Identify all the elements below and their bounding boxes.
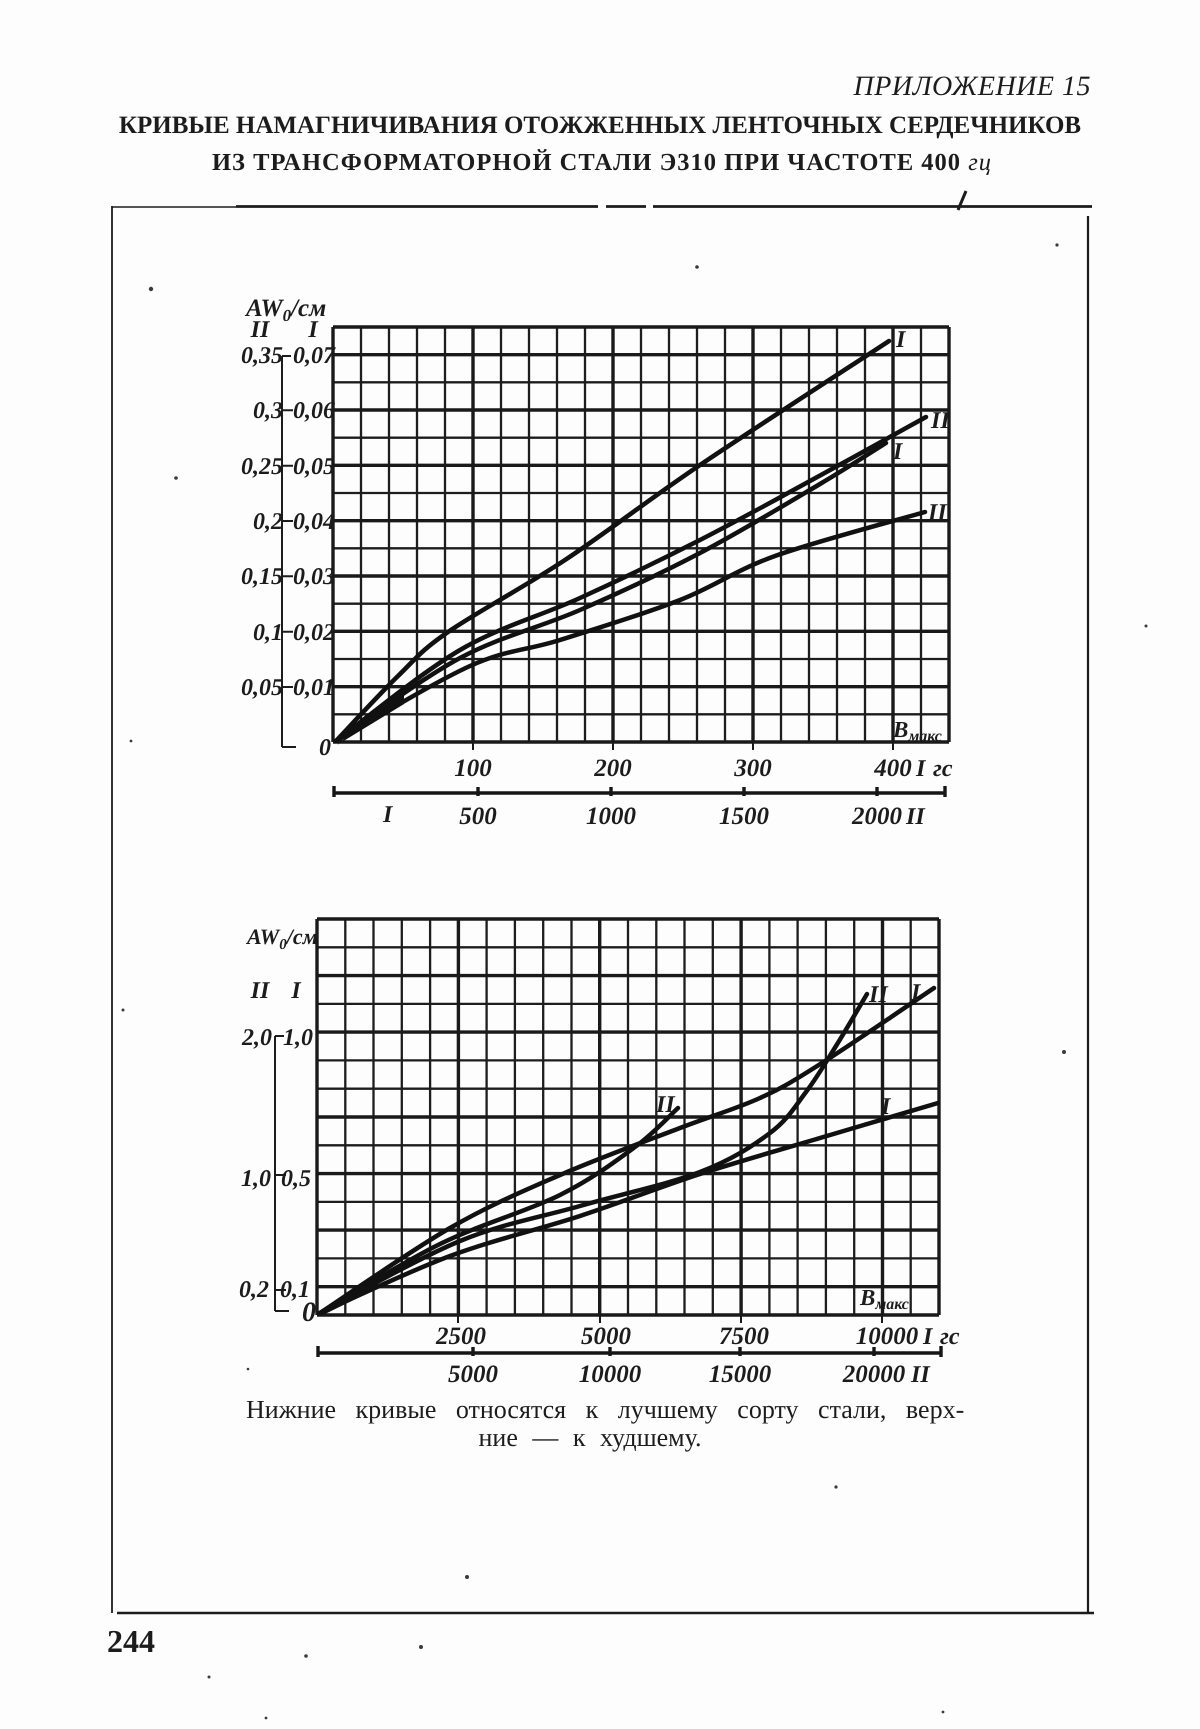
svg-text:0,06: 0,06 (293, 398, 335, 424)
svg-text:гс: гс (933, 756, 953, 782)
svg-text:I: I (880, 1094, 892, 1120)
svg-text:15000: 15000 (709, 1361, 772, 1388)
svg-text:I: I (307, 317, 319, 343)
svg-text:0,07: 0,07 (293, 343, 336, 369)
svg-text:0,1: 0,1 (253, 620, 283, 646)
svg-text:2000: 2000 (851, 803, 903, 830)
svg-text:0: 0 (319, 735, 331, 761)
svg-text:1,0: 1,0 (283, 1025, 313, 1051)
svg-text:0,15: 0,15 (241, 564, 283, 590)
svg-text:1500: 1500 (719, 803, 770, 830)
svg-text:I: I (895, 327, 907, 353)
svg-text:ПРИЛОЖЕНИЕ 15: ПРИЛОЖЕНИЕ 15 (853, 71, 1091, 102)
svg-text:1000: 1000 (586, 803, 637, 830)
svg-text:5000: 5000 (581, 1323, 632, 1350)
svg-text:ние — к худшему.: ние — к худшему. (478, 1423, 701, 1452)
svg-text:500: 500 (459, 803, 497, 830)
svg-text:300: 300 (733, 755, 772, 782)
svg-text:0: 0 (302, 1297, 316, 1328)
svg-text:0,01: 0,01 (293, 675, 335, 701)
svg-text:0,02: 0,02 (293, 620, 335, 646)
svg-text:0,2: 0,2 (253, 509, 283, 535)
svg-text:100: 100 (454, 755, 492, 782)
svg-text:7500: 7500 (719, 1323, 770, 1350)
svg-text:I: I (922, 1324, 934, 1350)
svg-text:II: II (868, 982, 889, 1008)
svg-text:II: II (655, 1092, 676, 1118)
svg-text:I: I (910, 980, 922, 1006)
svg-text:II: II (250, 978, 271, 1004)
svg-text:ИЗ ТРАНСФОРМАТОРНОЙ СТАЛИ Э310: ИЗ ТРАНСФОРМАТОРНОЙ СТАЛИ Э310 ПРИ ЧАСТО… (212, 149, 992, 176)
svg-text:II: II (910, 1362, 931, 1388)
svg-text:КРИВЫЕ НАМАГНИЧИВАНИЯ ОТОЖЖЕНН: КРИВЫЕ НАМАГНИЧИВАНИЯ ОТОЖЖЕННЫХ ЛЕНТОЧН… (119, 112, 1081, 139)
svg-text:0,35: 0,35 (241, 343, 283, 369)
svg-text:0,2: 0,2 (239, 1277, 269, 1303)
svg-text:гс: гс (940, 1324, 960, 1350)
svg-text:0,3: 0,3 (253, 398, 283, 424)
svg-text:I: I (915, 756, 927, 782)
svg-text:I: I (382, 802, 394, 828)
svg-text:0,05: 0,05 (293, 454, 335, 480)
svg-text:II: II (930, 408, 951, 434)
svg-text:244: 244 (107, 1623, 155, 1659)
svg-text:I: I (892, 439, 904, 465)
svg-text:20000: 20000 (842, 1361, 906, 1388)
svg-text:2500: 2500 (435, 1323, 487, 1350)
svg-text:0,05: 0,05 (241, 675, 283, 701)
svg-text:I: I (290, 978, 302, 1004)
svg-text:0,25: 0,25 (241, 454, 283, 480)
svg-text:0,1: 0,1 (280, 1277, 310, 1303)
svg-text:5000: 5000 (448, 1361, 499, 1388)
svg-text:400: 400 (873, 755, 912, 782)
svg-text:10000: 10000 (579, 1361, 642, 1388)
svg-text:II: II (250, 317, 271, 343)
svg-text:Нижние кривые относятся к лучш: Нижние кривые относятся к лучшему сорту … (246, 1395, 964, 1424)
svg-text:II: II (927, 500, 948, 526)
svg-text:II: II (905, 804, 926, 830)
svg-text:0,03: 0,03 (293, 564, 335, 590)
svg-text:0,04: 0,04 (293, 509, 335, 535)
svg-text:10000: 10000 (856, 1323, 919, 1350)
svg-text:0,5: 0,5 (281, 1166, 311, 1192)
svg-text:200: 200 (593, 755, 632, 782)
svg-text:2,0: 2,0 (241, 1025, 272, 1051)
svg-text:1,0: 1,0 (241, 1166, 271, 1192)
